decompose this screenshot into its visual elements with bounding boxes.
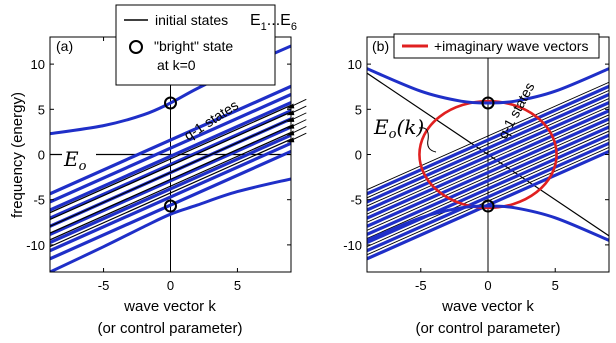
panel-a-ytick-label: -10 bbox=[26, 238, 45, 253]
panel-a-ytick-label: 10 bbox=[31, 57, 45, 72]
panel-b-ytick-label: 10 bbox=[348, 57, 362, 72]
panel-b: -5 0 5 -10 -5 0 5 10 (b) +imaginary wave vector… bbox=[343, 33, 610, 337]
panel-b-q-state-line bbox=[367, 93, 609, 204]
panel-a-label: (a) bbox=[56, 38, 73, 54]
panel-a-xtick-label: 0 bbox=[167, 278, 174, 293]
energy-level-arrowhead bbox=[287, 116, 295, 122]
panel-b-xtick-label: 0 bbox=[484, 278, 491, 293]
energy-level-arrowhead bbox=[287, 137, 295, 143]
panel-b-eo-pointer bbox=[418, 127, 437, 153]
panel-b-q-state-line bbox=[367, 125, 609, 236]
panel-a-initial-state-line bbox=[50, 104, 291, 214]
panel-b-imaginary-loop bbox=[418, 99, 558, 210]
panel-b-q-state-line bbox=[367, 84, 609, 196]
panel-a-initial-state-line bbox=[50, 131, 291, 241]
legend-imaginary-label: +imaginary wave vectors bbox=[434, 38, 588, 54]
panel-b-bright-state-marker bbox=[481, 96, 495, 110]
panel-b-initial-state-line bbox=[367, 90, 609, 199]
panel-b-xtick-label: 5 bbox=[552, 278, 559, 293]
panel-b-initial-state-line bbox=[367, 98, 609, 207]
panel-b-eo-line bbox=[367, 72, 609, 237]
energy-levels-annotation: E1...E6 bbox=[250, 12, 307, 143]
panel-a-legend: initial states "bright" state at k=0 bbox=[115, 4, 276, 86]
panel-b-q-state-line bbox=[367, 117, 609, 228]
panel-a-bright-state-marker bbox=[164, 199, 177, 213]
panel-a-q-state-line bbox=[50, 101, 291, 212]
panel-b-q-state-line bbox=[367, 101, 609, 212]
panel-b-initial-state-line bbox=[367, 106, 609, 215]
panel-a-bright-state-marker bbox=[164, 96, 177, 110]
energy-level-arrows bbox=[287, 98, 307, 143]
panel-b-q-state-line bbox=[367, 141, 609, 253]
panel-a-q-state-line bbox=[50, 149, 291, 261]
panel-a-q-state-line bbox=[50, 141, 291, 253]
legend-bright-state-label-2: at k=0 bbox=[157, 57, 196, 73]
panel-b-ytick-label: -5 bbox=[350, 193, 362, 208]
panel-b-xlabel-sub: (or control parameter) bbox=[415, 320, 560, 337]
panel-a-ytick-label: 5 bbox=[38, 102, 45, 117]
panel-b-initial-state-line bbox=[367, 114, 609, 223]
panel-a-q-state-line bbox=[50, 109, 291, 220]
panel-b-legend: +imaginary wave vectors bbox=[393, 33, 600, 59]
panel-a-xtick-label: -5 bbox=[98, 278, 110, 293]
panel-b-initial-state-line bbox=[367, 130, 609, 239]
panel-a-lower-branch bbox=[50, 177, 291, 272]
svg-text:Eo: Eo bbox=[63, 147, 87, 174]
svg-text:Eo(k): Eo(k) bbox=[373, 115, 424, 142]
panel-b-ytick-label: 0 bbox=[355, 148, 362, 163]
energy-levels-label: E1...E6 bbox=[250, 12, 297, 33]
panel-a-q-state-line bbox=[50, 84, 291, 196]
legend-initial-states-label: initial states bbox=[155, 12, 228, 28]
panel-b-initial-state-line bbox=[367, 122, 609, 231]
panel-b-legend-box bbox=[393, 33, 600, 59]
panel-a-q-state-line bbox=[50, 93, 291, 204]
panel-a-xlabel: wave vector k bbox=[123, 298, 216, 315]
panel-b-q-state-line bbox=[367, 133, 609, 244]
energy-level-arrowhead bbox=[287, 130, 295, 136]
panel-b-ytick-label: 5 bbox=[355, 102, 362, 117]
panel-b-q-state-line bbox=[367, 109, 609, 220]
panel-a-initial-state-line bbox=[50, 125, 291, 234]
panel-b-xlabel: wave vector k bbox=[441, 298, 534, 315]
y-axis-label: frequency (energy) bbox=[9, 92, 26, 218]
legend-bright-state-label: "bright" state bbox=[154, 38, 233, 54]
panel-a-initial-state-line bbox=[50, 118, 291, 227]
panel-a-q-state-line bbox=[50, 133, 291, 244]
panel-a-xtick-label: 5 bbox=[234, 278, 241, 293]
panel-a-q-state-line bbox=[50, 125, 291, 236]
panel-b-label: (b) bbox=[372, 38, 389, 54]
panel-b-xtick-label: -5 bbox=[415, 278, 427, 293]
panel-b-eo-label: Eo(k) bbox=[373, 113, 437, 153]
panel-b-lower-branch bbox=[367, 204, 609, 242]
panel-a-initial-state-line bbox=[50, 138, 291, 248]
panel-b-initial-state-line bbox=[367, 138, 609, 248]
energy-level-arrowhead bbox=[287, 110, 295, 116]
panel-b-initial-state-line bbox=[367, 81, 609, 191]
energy-level-arrowhead bbox=[287, 103, 295, 109]
panel-a-initial-state-line bbox=[50, 111, 291, 221]
panel-a-ytick-label: 0 bbox=[38, 148, 45, 163]
panel-a-eo-label: Eo bbox=[62, 147, 96, 174]
panel-a: -5 0 5 -10 -5 0 5 10 (a) initial states "bright… bbox=[26, 4, 307, 337]
panel-b-bright-state-marker bbox=[481, 199, 495, 213]
legend-bright-state-marker bbox=[129, 40, 143, 54]
panel-a-ytick-label: -5 bbox=[33, 193, 45, 208]
panel-a-xlabel-sub: (or control parameter) bbox=[97, 320, 242, 337]
panel-b-upper-branch bbox=[367, 67, 609, 105]
panel-b-ytick-label: -10 bbox=[343, 238, 362, 253]
energy-level-arrowhead bbox=[287, 123, 295, 129]
